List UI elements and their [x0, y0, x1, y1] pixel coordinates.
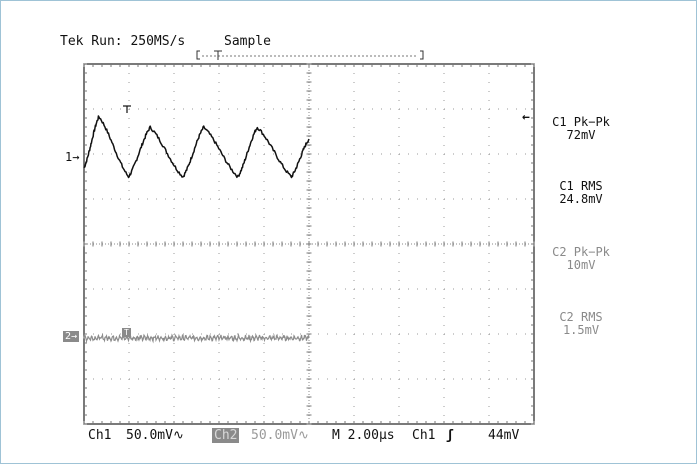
ch2-scale: 50.0mV∿: [251, 428, 309, 443]
ch1-ground-marker: 1→: [65, 150, 80, 164]
timebase: M 2.00μs: [332, 428, 395, 443]
ch2-trigger-marker: T: [122, 328, 131, 337]
ch2-footer-label: Ch2: [212, 428, 240, 443]
trigger-level: 44mV: [488, 428, 520, 443]
graticule: [83, 63, 535, 425]
ch2-ground-marker: 2→: [63, 331, 80, 342]
ch1-pkpk-measurement: C1 Pk−Pk 72mV: [550, 116, 612, 142]
acquisition-status: Tek Run: 250MS/s: [60, 34, 186, 49]
ch1-scale: 50.0mV∿: [126, 428, 184, 443]
ch2-pkpk-measurement: C2 Pk−Pk 10mV: [550, 246, 612, 272]
ch2-pkpk-value: 10mV: [566, 258, 596, 272]
ch1-rms-value: 24.8mV: [559, 192, 603, 206]
ch2-rms-value: 1.5mV: [562, 323, 600, 337]
ch1-rms-label: C1 RMS: [559, 179, 603, 193]
ch2-pkpk-label: C2 Pk−Pk: [552, 245, 610, 259]
ch2-rms-measurement: C2 RMS 1.5mV: [550, 311, 612, 337]
ch2-trace: [83, 332, 310, 344]
ch1-trace: [83, 115, 310, 179]
acquisition-mode: Sample: [224, 34, 271, 49]
ch1-footer-label: Ch1: [88, 428, 112, 443]
ch2-rms-label: C2 RMS: [559, 310, 603, 324]
ch1-rms-measurement: C1 RMS 24.8mV: [550, 180, 612, 206]
record-length-bar: [196, 50, 424, 60]
ch1-pkpk-value: 72mV: [566, 128, 596, 142]
trigger-level-arrow: ←: [522, 110, 530, 125]
ch1-pkpk-label: C1 Pk−Pk: [552, 115, 610, 129]
trigger-slope-icon: ʃ: [446, 428, 454, 443]
trigger-position-marker: [123, 105, 131, 113]
trigger-source: Ch1: [412, 428, 436, 443]
